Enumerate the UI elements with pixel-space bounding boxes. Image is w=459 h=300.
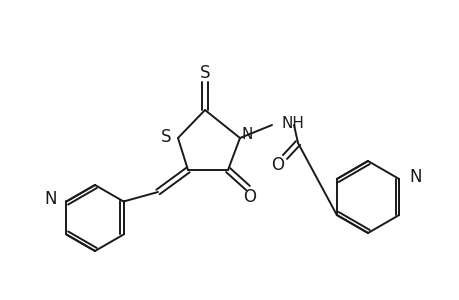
Text: NH: NH <box>281 116 304 130</box>
Text: N: N <box>409 168 421 186</box>
Text: N: N <box>44 190 56 208</box>
Text: N: N <box>241 127 253 142</box>
Text: S: S <box>199 64 210 82</box>
Text: O: O <box>243 188 256 206</box>
Text: S: S <box>160 128 171 146</box>
Text: O: O <box>271 156 284 174</box>
